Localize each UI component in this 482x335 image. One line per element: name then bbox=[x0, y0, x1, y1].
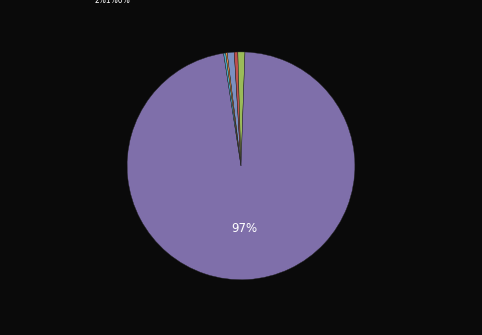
Wedge shape bbox=[224, 53, 241, 166]
Text: 2%1%0%: 2%1%0% bbox=[95, 0, 131, 5]
Wedge shape bbox=[238, 52, 245, 166]
Text: 97%: 97% bbox=[232, 222, 258, 235]
Wedge shape bbox=[127, 52, 355, 280]
Wedge shape bbox=[226, 53, 241, 166]
Wedge shape bbox=[234, 52, 241, 166]
Wedge shape bbox=[227, 52, 241, 166]
